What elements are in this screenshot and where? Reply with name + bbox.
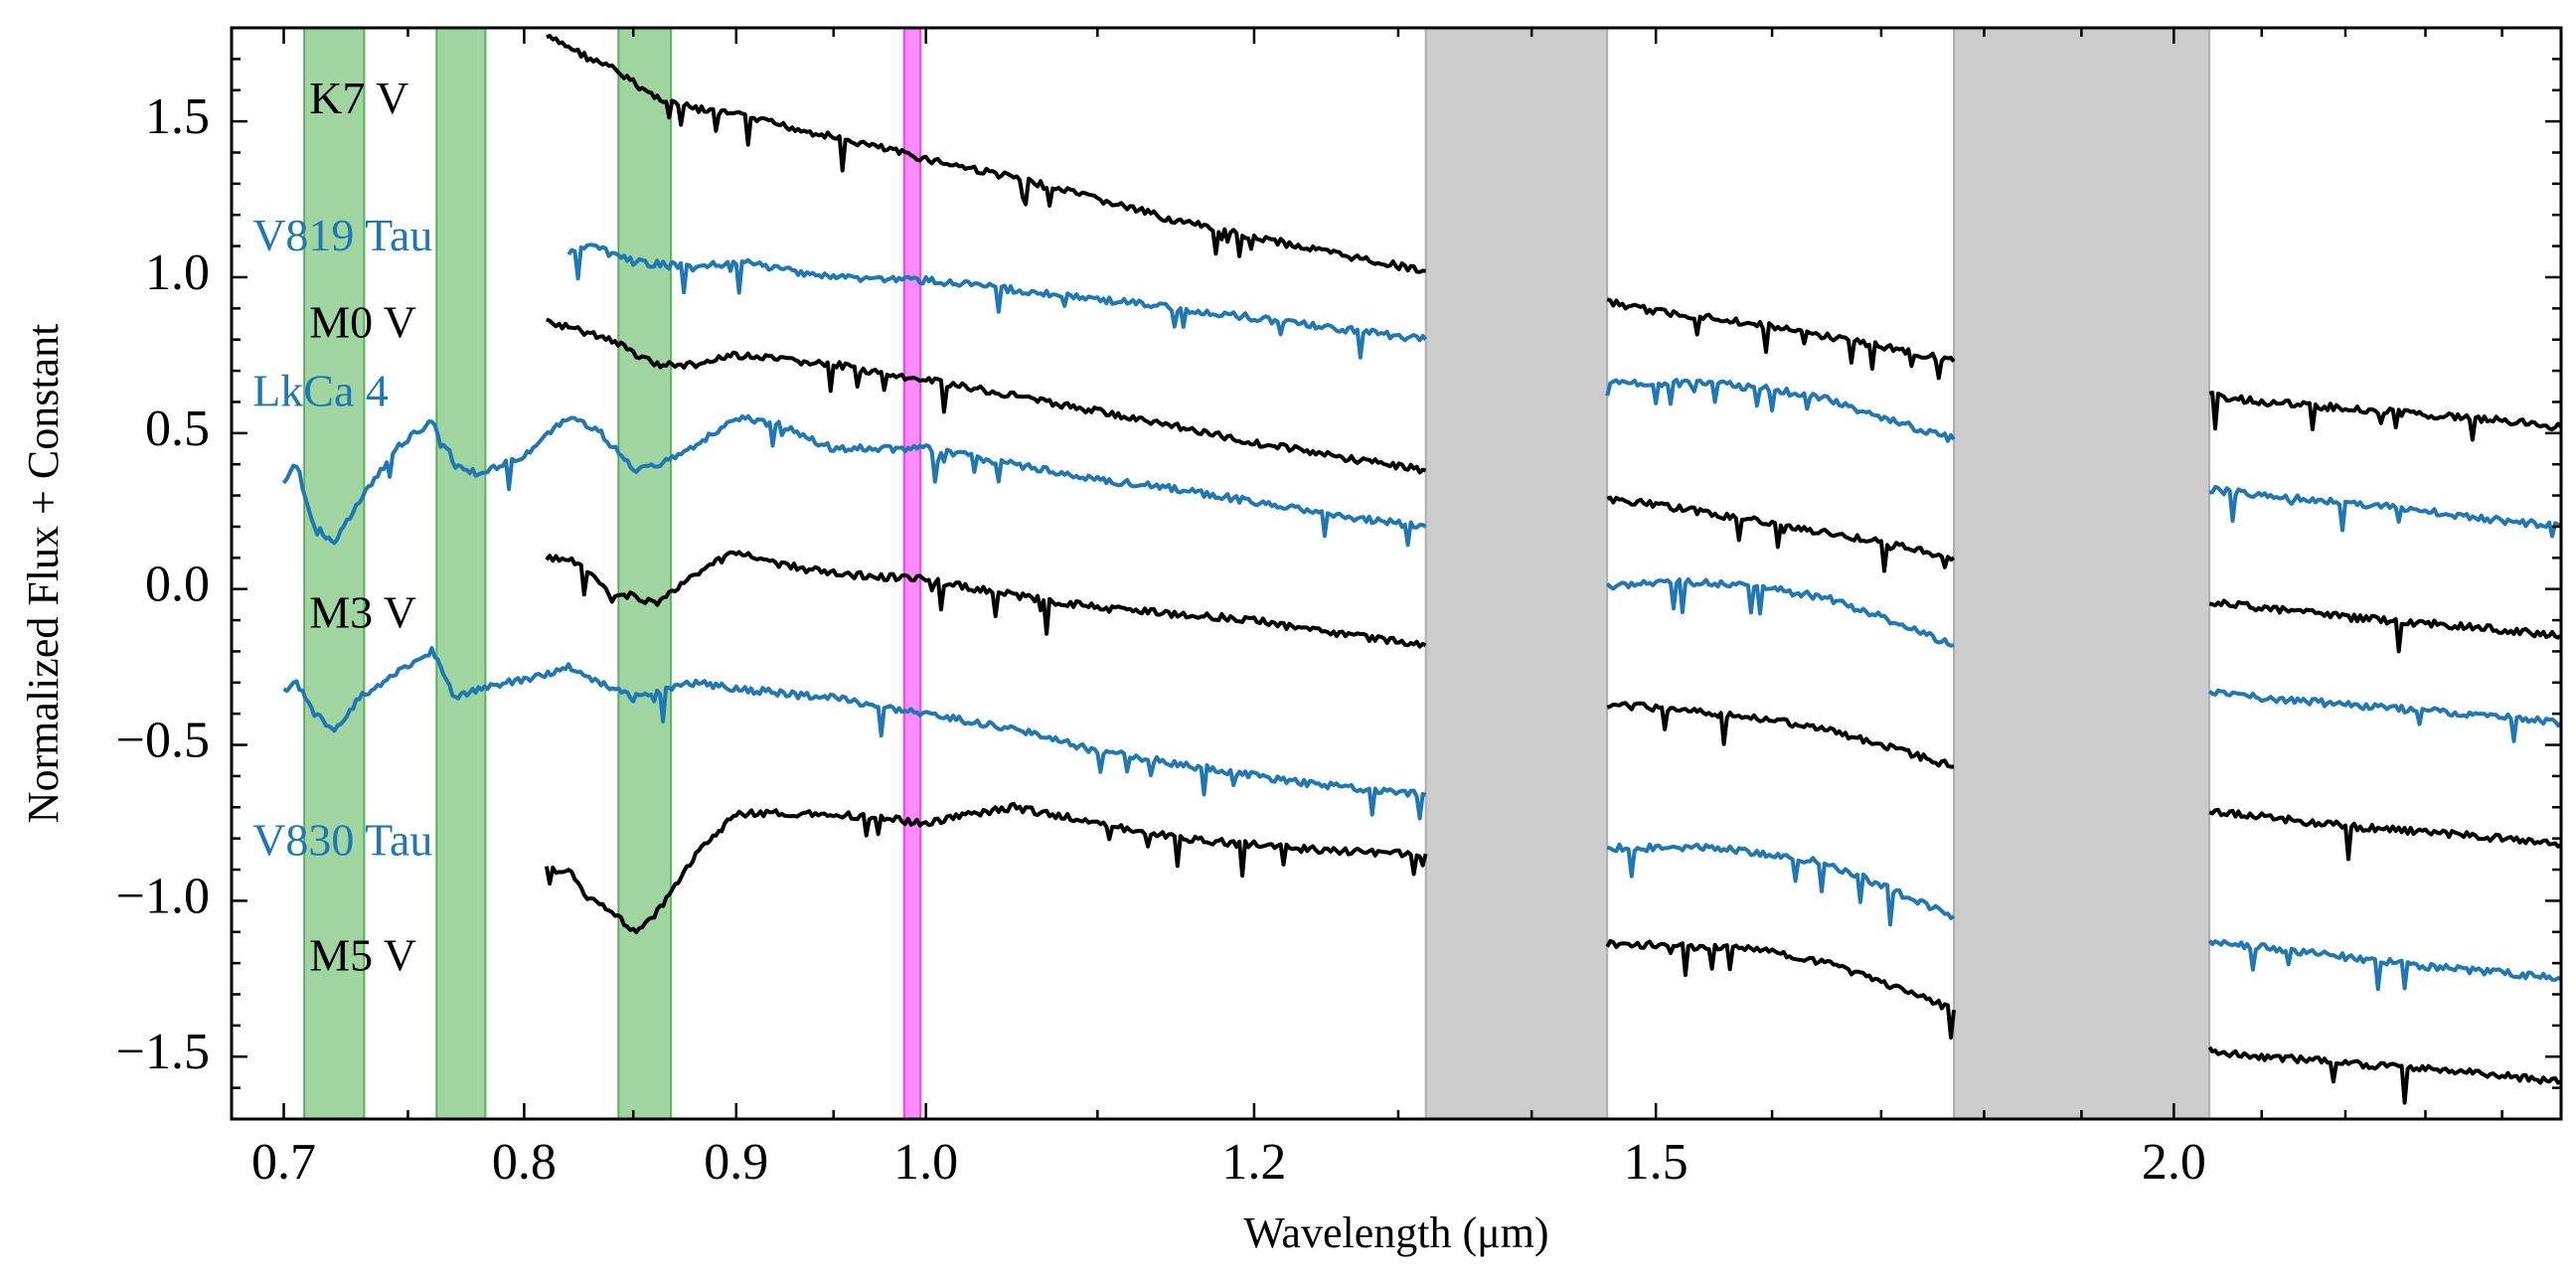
spectrum-segment: [2208, 391, 2563, 442]
spectrum-segment: [545, 550, 1427, 649]
y-axis-label: Normalized Flux + Constant: [19, 324, 68, 824]
spectrum-segment: [282, 646, 1427, 821]
label-k7v: K7 V: [309, 73, 408, 123]
x-axis-label: Wavelength (μm): [1243, 1208, 1548, 1257]
gray-band-2: [1953, 27, 2211, 1120]
series-v830-tau: [282, 646, 2562, 992]
x-tick-label: 0.8: [492, 1134, 557, 1191]
label-lkca4: LkCa 4: [252, 366, 389, 416]
y-tick-label: 1.5: [145, 88, 210, 145]
spectrum-segment: [566, 242, 1428, 360]
spectrum-segment: [2209, 484, 2563, 539]
series-m3-v: [545, 550, 2563, 862]
spectrum-segment: [546, 317, 1427, 475]
y-tick-label: 0.5: [145, 401, 210, 457]
series-layer: [281, 34, 2563, 1105]
magenta-band: [902, 27, 922, 1120]
series-v819-tau: [566, 242, 2563, 539]
x-tick-label: 1.2: [1221, 1134, 1286, 1191]
spectrum-segment: [1605, 378, 1956, 443]
spectrum-segment: [1605, 938, 1956, 1040]
green-band-2: [435, 27, 487, 1120]
x-tick-label: 2.0: [2142, 1134, 2206, 1191]
spectrum-segment: [2207, 688, 2563, 743]
spectrum-segment: [2208, 598, 2563, 654]
spectrum-segment: [1606, 297, 1956, 381]
series-k7-v: [546, 34, 2563, 442]
x-tick-label: 1.5: [1624, 1134, 1689, 1191]
tick-layer: 0.7 0.8 0.9 1.0 1.2 1.5 2.0 1.5 1.0 0.5 0.0 −0.5 −1.…: [116, 28, 2561, 1191]
y-tick-label: −1.5: [116, 1024, 210, 1080]
gray-band-1: [1424, 27, 1609, 1120]
spectrum-segment: [544, 801, 1428, 935]
y-tick-label: −1.0: [116, 868, 210, 924]
series-m5-v: [544, 801, 2562, 1105]
x-tick-label: 0.7: [251, 1134, 316, 1191]
green-band-1: [303, 27, 366, 1120]
series-lkca-4: [281, 413, 2563, 743]
spectrum-segment: [2208, 807, 2563, 862]
label-v830-tau: V830 Tau: [252, 814, 432, 865]
spectrum-segment: [2207, 938, 2562, 992]
spectrum-segment: [546, 34, 1426, 274]
x-tick-label: 1.0: [893, 1134, 958, 1191]
y-tick-label: 0.0: [145, 557, 210, 613]
plot-frame: [230, 26, 2563, 1121]
y-tick-label: −0.5: [116, 712, 210, 768]
spectrum-segment: [2207, 1045, 2562, 1105]
spectrum-segment: [1606, 842, 1956, 927]
spectrum-segment: [1606, 495, 1956, 573]
green-band-3: [617, 27, 673, 1120]
label-m0v: M0 V: [309, 297, 416, 348]
band-layer: [303, 27, 2211, 1120]
label-m5v: M5 V: [309, 930, 416, 981]
spectrum-segment: [1605, 576, 1955, 648]
series-m0-v: [546, 317, 2563, 654]
label-v819-tau: V819 Tau: [252, 210, 432, 260]
x-tick-label: 0.9: [704, 1134, 768, 1191]
series-label-layer: K7 V V819 Tau M0 V LkCa 4 M3 V V830 Tau M5 V: [252, 73, 432, 981]
spectrum-segment: [1606, 701, 1955, 769]
spectrum-segment: [281, 413, 1427, 548]
y-tick-label: 1.0: [145, 244, 210, 301]
label-m3v: M3 V: [309, 586, 416, 637]
